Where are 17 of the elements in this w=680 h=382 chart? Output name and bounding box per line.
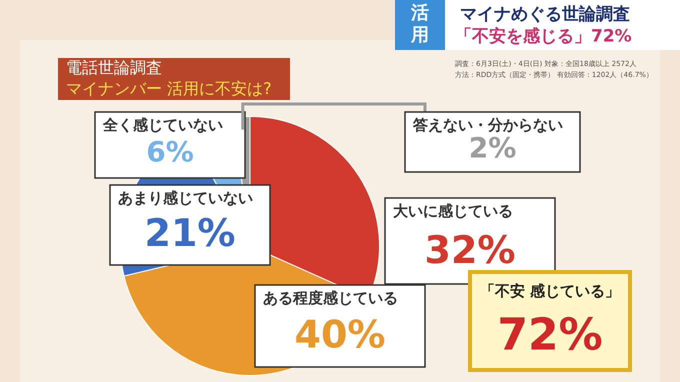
- text: 「不安を感じる」72%: [455, 26, 632, 46]
- slice-label: 全く感じていない: [102, 116, 223, 134]
- slice-label: 大いに感じている: [393, 202, 513, 220]
- data-label: 32%: [424, 228, 516, 272]
- slice-label: ある程度感じている: [263, 288, 398, 307]
- slice-label: 答えない・分からない: [412, 116, 563, 134]
- text: マイナめぐる世論調査: [460, 4, 630, 24]
- text: 活用: [410, 2, 429, 46]
- chart-subtitle: マイナンバー 活用に不安は?: [66, 79, 272, 98]
- text: 「不安 感じている」: [480, 282, 620, 300]
- data-label: 21%: [144, 211, 236, 256]
- data-label: 6%: [146, 136, 194, 169]
- slice-label: あまり感じていない: [118, 188, 253, 207]
- chart-title: 電話世論調査: [66, 58, 162, 78]
- text: 72%: [497, 309, 603, 360]
- data-label: 2%: [468, 132, 516, 165]
- data-label: 40%: [294, 312, 386, 356]
